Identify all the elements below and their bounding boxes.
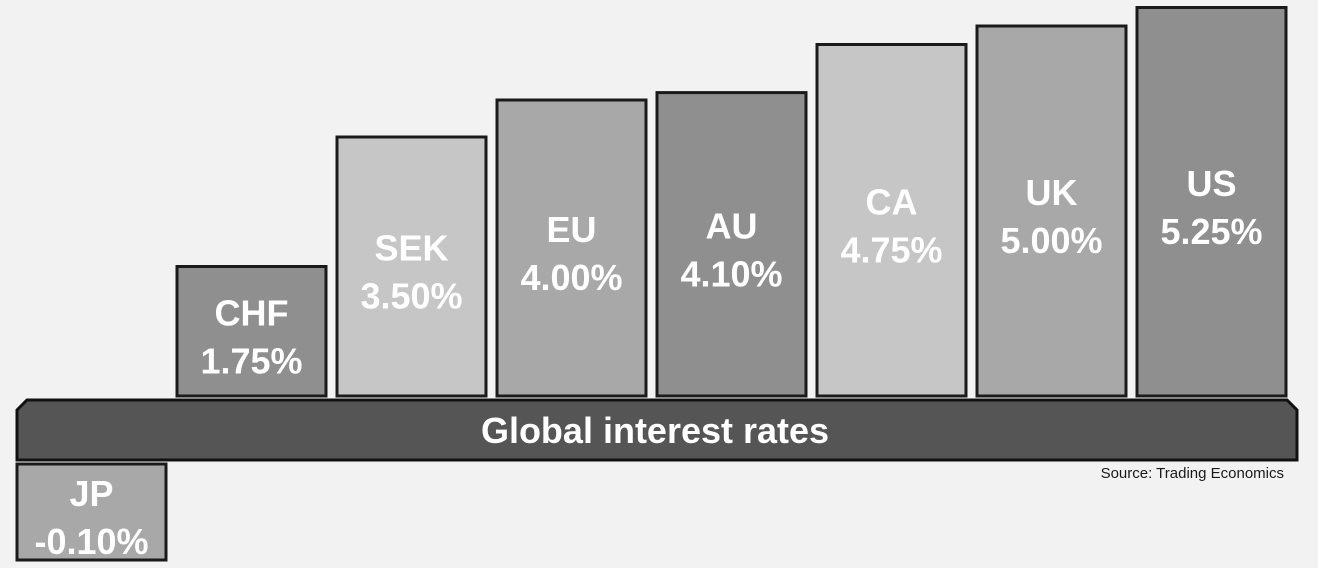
source-note: Source: Trading Economics [1101, 465, 1284, 482]
bar-value-label: 5.25% [1160, 211, 1262, 252]
bar-jp [15, 462, 168, 562]
bar-category-label: UK [1026, 172, 1078, 213]
bar-group-eu: EU 4.00% [495, 98, 648, 398]
bar-eu [495, 98, 648, 398]
bar-au [655, 91, 808, 398]
bar-category-label: JP [69, 473, 113, 514]
bar-group-au: AU 4.10% [655, 91, 808, 398]
bar-category-label: EU [546, 209, 596, 250]
chart-title: Global interest rates [481, 410, 829, 451]
bar-value-label: -0.10% [34, 521, 148, 562]
bars-layer: JP -0.10% CHF 1.75% SEK 3.50% EU 4.00% AU 4.10% CA… [15, 6, 1288, 562]
title-band-shape [15, 398, 1299, 462]
bar-chf [175, 265, 328, 398]
bar-category-label: CHF [215, 292, 289, 333]
bar-value-label: 5.00% [1000, 220, 1102, 261]
title-band: Global interest rates [15, 398, 1299, 462]
bar-category-label: SEK [374, 228, 448, 269]
bar-group-chf: CHF 1.75% [175, 265, 328, 398]
bar-value-label: 4.75% [840, 229, 942, 270]
bar-ca [815, 43, 968, 398]
bar-category-label: CA [866, 181, 918, 222]
bar-uk [975, 24, 1128, 398]
bar-value-label: 4.00% [520, 257, 622, 298]
bar-category-label: AU [706, 205, 758, 246]
bar-us [1135, 6, 1288, 398]
bar-value-label: 3.50% [360, 276, 462, 317]
bar-value-label: 4.10% [680, 253, 782, 294]
bar-group-uk: UK 5.00% [975, 24, 1128, 398]
bar-group-ca: CA 4.75% [815, 43, 968, 398]
bar-value-label: 1.75% [200, 340, 302, 381]
bar-group-sek: SEK 3.50% [335, 135, 488, 398]
bar-group-us: US 5.25% [1135, 6, 1288, 398]
bar-category-label: US [1186, 163, 1236, 204]
bar-sek [335, 135, 488, 398]
bar-group-jp: JP -0.10% [15, 462, 168, 562]
